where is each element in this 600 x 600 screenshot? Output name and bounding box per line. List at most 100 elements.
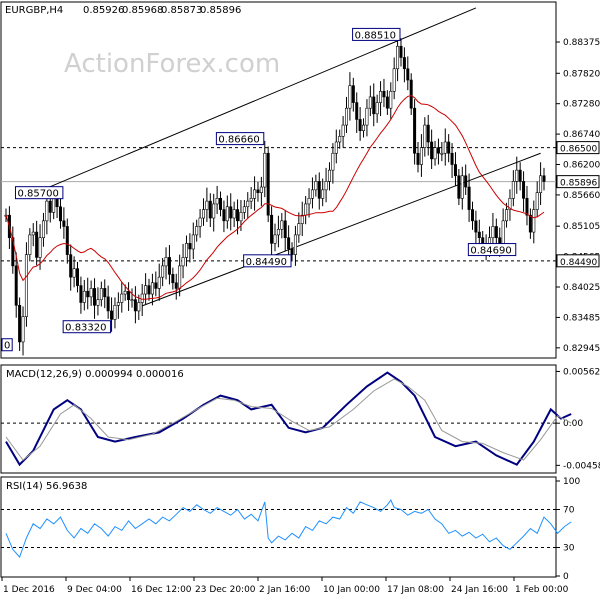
candle-body bbox=[501, 220, 505, 244]
candle-body bbox=[181, 257, 185, 267]
candle-body bbox=[321, 189, 325, 199]
price-tag-box bbox=[556, 141, 600, 155]
candle-body bbox=[58, 206, 62, 222]
candle-body bbox=[419, 147, 423, 165]
annotation-box bbox=[352, 27, 401, 41]
x-tick-label: 9 Dec 04:00 bbox=[67, 585, 122, 595]
candle-body bbox=[535, 192, 539, 210]
candle-body bbox=[270, 214, 274, 244]
candle-body bbox=[137, 302, 141, 312]
candle-body bbox=[86, 290, 90, 298]
annotation-label: 0.86660 bbox=[218, 135, 259, 146]
price-layer: 0.88375 0.87820 0.87280 0.86740 0.86200 0.856… bbox=[1, 7, 600, 356]
candle-body bbox=[515, 169, 519, 182]
candle-body bbox=[72, 268, 76, 278]
candle-body bbox=[385, 96, 389, 109]
macd-title: MACD(12,26,9) 0.000994 0.000016 bbox=[6, 369, 184, 380]
candle-body bbox=[263, 152, 267, 188]
candle-body bbox=[345, 107, 349, 126]
annotation-label: 0.84490 bbox=[246, 257, 287, 268]
candle-body bbox=[28, 234, 32, 255]
candle-body bbox=[331, 152, 335, 171]
candle-body bbox=[249, 198, 253, 202]
price-y-tick-label: 0.82945 bbox=[563, 344, 600, 354]
candle-body bbox=[379, 90, 383, 103]
annotation-box bbox=[14, 186, 64, 200]
candle-body bbox=[239, 212, 243, 222]
candle-body bbox=[300, 214, 304, 224]
price-y-tick-label: 0.83485 bbox=[563, 313, 600, 323]
candle-body bbox=[62, 220, 66, 227]
price-y-tick-label: 0.88375 bbox=[563, 38, 600, 48]
candle-body bbox=[24, 254, 28, 317]
candle-body bbox=[232, 209, 236, 219]
price-y-tick-label: 0.87280 bbox=[563, 100, 600, 110]
x-tick-label: 16 Dec 12:00 bbox=[131, 585, 192, 595]
rsi-title: RSI(14) 56.9638 bbox=[6, 481, 87, 492]
candle-body bbox=[48, 200, 52, 213]
candle-body bbox=[103, 288, 107, 298]
rsi-line bbox=[5, 498, 572, 558]
candle-body bbox=[338, 136, 342, 143]
candle-body bbox=[365, 107, 369, 126]
candle-body bbox=[450, 152, 454, 165]
price-y-tick-label: 0.86200 bbox=[563, 161, 600, 171]
candle-body bbox=[191, 234, 195, 250]
annotation-box bbox=[215, 132, 265, 146]
annotation-box bbox=[243, 254, 292, 268]
candle-body bbox=[522, 181, 526, 199]
candle-body bbox=[195, 226, 199, 236]
candle-body bbox=[518, 169, 522, 182]
candle-body bbox=[198, 217, 202, 227]
candle-body bbox=[219, 198, 223, 210]
candle-body bbox=[423, 124, 427, 148]
candle-body bbox=[334, 141, 338, 154]
watermark: ActionForex.com bbox=[64, 49, 280, 79]
candle-body bbox=[409, 79, 413, 109]
candle-body bbox=[525, 198, 529, 216]
candle-body bbox=[382, 90, 386, 98]
candle-body bbox=[368, 96, 372, 109]
candle-body bbox=[396, 45, 400, 70]
candle-body bbox=[283, 220, 287, 239]
candle-body bbox=[242, 206, 246, 213]
candle-body bbox=[171, 274, 175, 284]
candle-body bbox=[99, 288, 103, 300]
candle-body bbox=[358, 119, 362, 132]
candle-body bbox=[327, 169, 331, 182]
candle-body bbox=[147, 285, 151, 295]
candle-body bbox=[89, 288, 93, 298]
rsi-y-tick-label: 100 bbox=[563, 477, 580, 487]
candle-body bbox=[174, 282, 178, 289]
candle-body bbox=[113, 305, 117, 320]
annotation-box bbox=[467, 243, 517, 257]
candle-body bbox=[96, 299, 100, 306]
price-tag-label: 0.84490 bbox=[560, 258, 597, 268]
candle-body bbox=[467, 186, 471, 210]
candle-body bbox=[14, 265, 18, 306]
candle-body bbox=[351, 85, 355, 103]
annotation-box bbox=[1, 338, 13, 352]
candle-body bbox=[440, 152, 444, 155]
candle-body bbox=[477, 231, 481, 239]
candle-body bbox=[491, 226, 495, 239]
candle-body bbox=[144, 285, 148, 295]
candle-body bbox=[31, 231, 35, 236]
annotation-label: 0.85700 bbox=[17, 189, 58, 200]
candle-body bbox=[287, 237, 291, 250]
candle-body bbox=[133, 299, 137, 312]
candle-body bbox=[41, 220, 45, 239]
macd-line-macd bbox=[5, 371, 572, 467]
candle-body bbox=[413, 107, 417, 154]
candle-body bbox=[123, 290, 127, 295]
candle-body bbox=[304, 203, 308, 216]
candle-body bbox=[65, 226, 69, 255]
moving-average-line bbox=[5, 94, 545, 300]
candle-body bbox=[106, 296, 110, 312]
candle-body bbox=[430, 141, 434, 160]
candle-body bbox=[508, 198, 512, 210]
candle-body bbox=[406, 68, 410, 81]
price-tag-label: 0.85896 bbox=[560, 179, 597, 189]
candle-body bbox=[481, 237, 485, 244]
x-tick-label: 10 Jan 00:00 bbox=[323, 585, 380, 595]
